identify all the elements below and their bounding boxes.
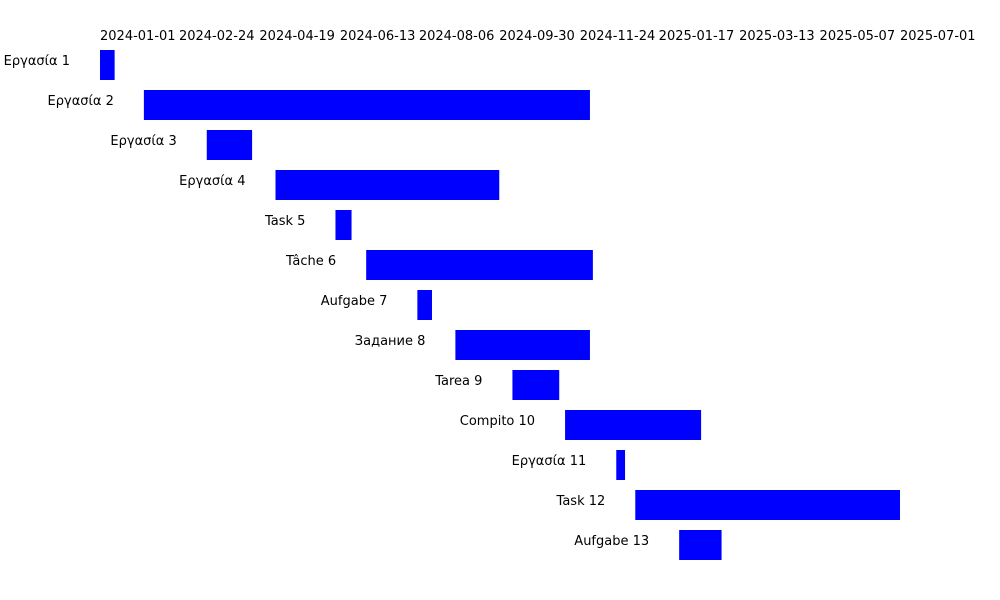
task-label: Tarea 9 <box>434 374 482 389</box>
x-tick-label: 2024-11-24 <box>580 29 656 44</box>
task-bar <box>616 450 626 480</box>
x-tick-label: 2024-06-13 <box>340 29 416 44</box>
task-bar <box>335 210 352 240</box>
x-tick-label: 2024-09-30 <box>499 29 575 44</box>
x-tick-label: 2025-03-13 <box>739 29 815 44</box>
x-tick-label: 2024-04-19 <box>259 29 335 44</box>
task-bar <box>512 370 560 400</box>
task-bar <box>679 530 722 560</box>
task-label: Задание 8 <box>355 334 426 349</box>
task-bar <box>635 490 900 520</box>
task-label: Εργασία 2 <box>48 94 114 109</box>
x-tick-label: 2025-07-01 <box>900 29 976 44</box>
x-tick-label: 2024-02-24 <box>179 29 255 44</box>
task-labels: Εργασία 1 Εργασία 2 Εργασία 3 Εργασία 4 Task… <box>4 54 650 549</box>
x-axis-tick-labels: 2024-01-01 2024-02-24 2024-04-19 2024-06-13… <box>100 29 976 44</box>
x-tick-label: 2024-01-01 <box>100 29 176 44</box>
task-bar <box>366 250 593 280</box>
task-bar <box>565 410 702 440</box>
task-label: Εργασία 3 <box>110 134 176 149</box>
task-label: Compito 10 <box>460 414 535 429</box>
task-bar <box>455 330 590 360</box>
task-label: Εργασία 1 <box>4 54 70 69</box>
x-tick-label: 2025-05-07 <box>820 29 896 44</box>
x-tick-label: 2025-01-17 <box>659 29 735 44</box>
x-tick-label: 2024-08-06 <box>419 29 495 44</box>
task-bar <box>206 130 253 160</box>
task-bars <box>100 50 900 560</box>
task-label: Aufgabe 7 <box>321 294 388 309</box>
task-bar <box>143 90 590 120</box>
task-label: Εργασία 4 <box>179 174 245 189</box>
task-bar <box>417 290 432 320</box>
task-label: Task 12 <box>556 494 606 509</box>
task-label: Tâche 6 <box>285 254 336 269</box>
task-label: Εργασία 11 <box>512 454 587 469</box>
task-label: Aufgabe 13 <box>574 534 649 549</box>
task-bar <box>100 50 115 80</box>
task-bar <box>275 170 500 200</box>
task-label: Task 5 <box>264 214 305 229</box>
